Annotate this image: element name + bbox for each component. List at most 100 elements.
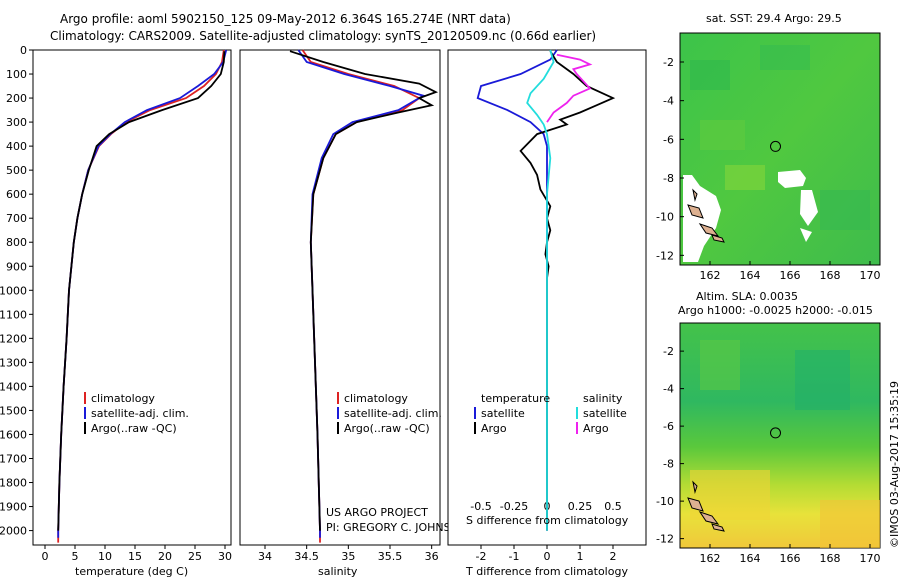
salinity-xlabel: salinity xyxy=(318,565,358,578)
temperature-xtick-label: 5 xyxy=(72,550,79,563)
sst-map-lon-label: 170 xyxy=(860,269,881,282)
difference-line-salinity-argo xyxy=(546,53,593,123)
legend-satellite: satellite-adj. clim. xyxy=(344,407,442,420)
depth-tick-label: 2000 xyxy=(0,525,27,538)
depth-tick-label: 700 xyxy=(6,212,27,225)
temperature-xtick-label: 0 xyxy=(42,550,49,563)
difference-xtick-label: 2 xyxy=(610,550,617,563)
difference-xtick-label: -1 xyxy=(509,550,520,563)
temperature-axes-box xyxy=(32,49,232,546)
salinity-ticks: 34 34.5 35 35.5 36 xyxy=(258,545,439,563)
sst-map-lat-label: -2 xyxy=(663,56,674,69)
sla-map-texture xyxy=(690,340,880,548)
depth-tick-label: 600 xyxy=(6,188,27,201)
depth-tick-label: 400 xyxy=(6,140,27,153)
sst-missing-data xyxy=(683,170,818,262)
credit-pi: PI: GREGORY C. JOHNSON xyxy=(326,521,467,534)
temperature-ticks: 0 5 10 15 20 25 30 xyxy=(42,545,232,563)
difference-panel: -2 -1 0 1 2-0.5 -0.25 0 0.25 0.5 T difference fr… xyxy=(447,49,647,578)
sst-map-lat-label: -8 xyxy=(663,172,674,185)
sst-map-lat-label: -12 xyxy=(656,249,674,262)
depth-tick-label: 800 xyxy=(6,236,27,249)
legend-s-argo: Argo xyxy=(583,422,609,435)
legend-s-satellite: satellite xyxy=(583,407,627,420)
depth-tick-label: 300 xyxy=(6,116,27,129)
figure-title-line1: Argo profile: aoml 5902150_125 09-May-20… xyxy=(60,12,511,26)
depth-tick-label: 500 xyxy=(6,164,27,177)
difference-xtick-label: 0 xyxy=(544,550,551,563)
sst-map-lat-label: -6 xyxy=(663,133,674,146)
credit-project: US ARGO PROJECT xyxy=(326,506,428,519)
sla-map-lat-label: -8 xyxy=(663,458,674,471)
depth-tick-label: 1300 xyxy=(0,356,27,369)
depth-tick-label: 1900 xyxy=(0,501,27,514)
depth-tick-label: 100 xyxy=(6,68,27,81)
sst-map: 162 164 166 168 170 -2 -4 -6 -8 -10 -12 xyxy=(656,32,881,282)
sla-islands xyxy=(687,480,725,532)
sst-map-lon-label: 166 xyxy=(780,269,801,282)
salinity-xtick-label: 35.5 xyxy=(378,550,403,563)
sla-map-lon-label: 168 xyxy=(820,552,841,565)
sal-diff-tick-label: 0.5 xyxy=(604,500,622,513)
salinity-lines xyxy=(289,49,439,543)
sst-map-ticks: 162 164 166 168 170 -2 -4 -6 -8 -10 -12 xyxy=(656,56,880,282)
t-difference-xlabel: T difference from climatology xyxy=(465,565,628,578)
legend-climatology: climatology xyxy=(344,392,408,405)
difference-xtick-label: -2 xyxy=(476,550,487,563)
sst-map-lon-label: 164 xyxy=(740,269,761,282)
legend-argo: Argo(..raw -QC) xyxy=(91,422,177,435)
sla-map-lat-label: -4 xyxy=(663,383,674,396)
salinity-line-argo-raw-qc- xyxy=(289,50,439,531)
legend-salinity-heading: salinity xyxy=(583,392,623,405)
sla-map-lon-label: 170 xyxy=(860,552,881,565)
depth-tick-label: 1800 xyxy=(0,477,27,490)
depth-tick-label: 1000 xyxy=(0,284,27,297)
legend-argo: Argo(..raw -QC) xyxy=(344,422,430,435)
temperature-xtick-label: 10 xyxy=(98,550,112,563)
depth-tick-label: 1600 xyxy=(0,428,27,441)
legend-satellite: satellite-adj. clim. xyxy=(91,407,189,420)
sla-map-ticks: 162 164 166 168 170 -2 -4 -6 -8 -10 -12 xyxy=(656,345,880,565)
sst-map-title: sat. SST: 29.4 Argo: 29.5 xyxy=(706,12,842,25)
salinity-panel: 34 34.5 35 35.5 36 salinity climatology sate… xyxy=(239,49,467,578)
salinity-xtick-label: 34 xyxy=(258,550,272,563)
sla-map-title-line1: Altim. SLA: 0.0035 xyxy=(696,290,799,303)
float-position-marker xyxy=(770,427,781,439)
depth-tick-label: 1700 xyxy=(0,452,27,465)
salinity-legend: climatology satellite-adj. clim. Argo(..… xyxy=(337,392,442,435)
sal-diff-tick-label: -0.5 xyxy=(470,500,491,513)
sla-map-lat-label: -2 xyxy=(663,345,674,358)
figure-title-line2: Climatology: CARS2009. Satellite-adjuste… xyxy=(50,29,597,43)
depth-tick-label: 0 xyxy=(20,44,27,57)
temperature-xtick-label: 30 xyxy=(218,550,232,563)
temperature-lines xyxy=(57,49,228,543)
sst-map-lat-label: -4 xyxy=(663,95,674,108)
temperature-line-argo-raw-qc- xyxy=(57,51,226,531)
legend-t-satellite: satellite xyxy=(481,407,525,420)
sla-map-title-line2: Argo h1000: -0.0025 h2000: -0.015 xyxy=(678,304,873,317)
depth-tick-label: 1500 xyxy=(0,404,27,417)
float-position-marker xyxy=(770,140,781,152)
depth-tick-label: 1100 xyxy=(0,308,27,321)
sla-map-lat-label: -12 xyxy=(656,533,674,546)
sla-map-lon-label: 162 xyxy=(700,552,721,565)
sla-map: 162 164 166 168 170 -2 -4 -6 -8 -10 -12 xyxy=(656,322,881,565)
sla-map-lon-label: 164 xyxy=(740,552,761,565)
depth-ticks: 0 100 200 300 400 500 600 700 800 900 1000 1100 1200… xyxy=(0,44,452,538)
sal-diff-tick-label: -0.25 xyxy=(500,500,528,513)
difference-xtick-label: 1 xyxy=(577,550,584,563)
temperature-legend: climatology satellite-adj. clim. Argo(..… xyxy=(84,392,189,435)
sst-map-texture xyxy=(690,45,870,230)
temperature-xtick-label: 25 xyxy=(188,550,202,563)
legend-temperature-heading: temperature xyxy=(481,392,550,405)
sst-map-lat-label: -10 xyxy=(656,211,674,224)
temperature-xtick-label: 20 xyxy=(158,550,172,563)
temperature-panel: 0100200300400500600700800900100011001200… xyxy=(0,44,452,578)
legend-climatology: climatology xyxy=(91,392,155,405)
s-difference-xlabel: S difference from climatology xyxy=(466,514,629,527)
depth-tick-label: 900 xyxy=(6,260,27,273)
salinity-axes-box xyxy=(239,49,441,546)
temperature-xtick-label: 15 xyxy=(128,550,142,563)
depth-tick-label: 1200 xyxy=(0,332,27,345)
sla-map-lon-label: 166 xyxy=(780,552,801,565)
